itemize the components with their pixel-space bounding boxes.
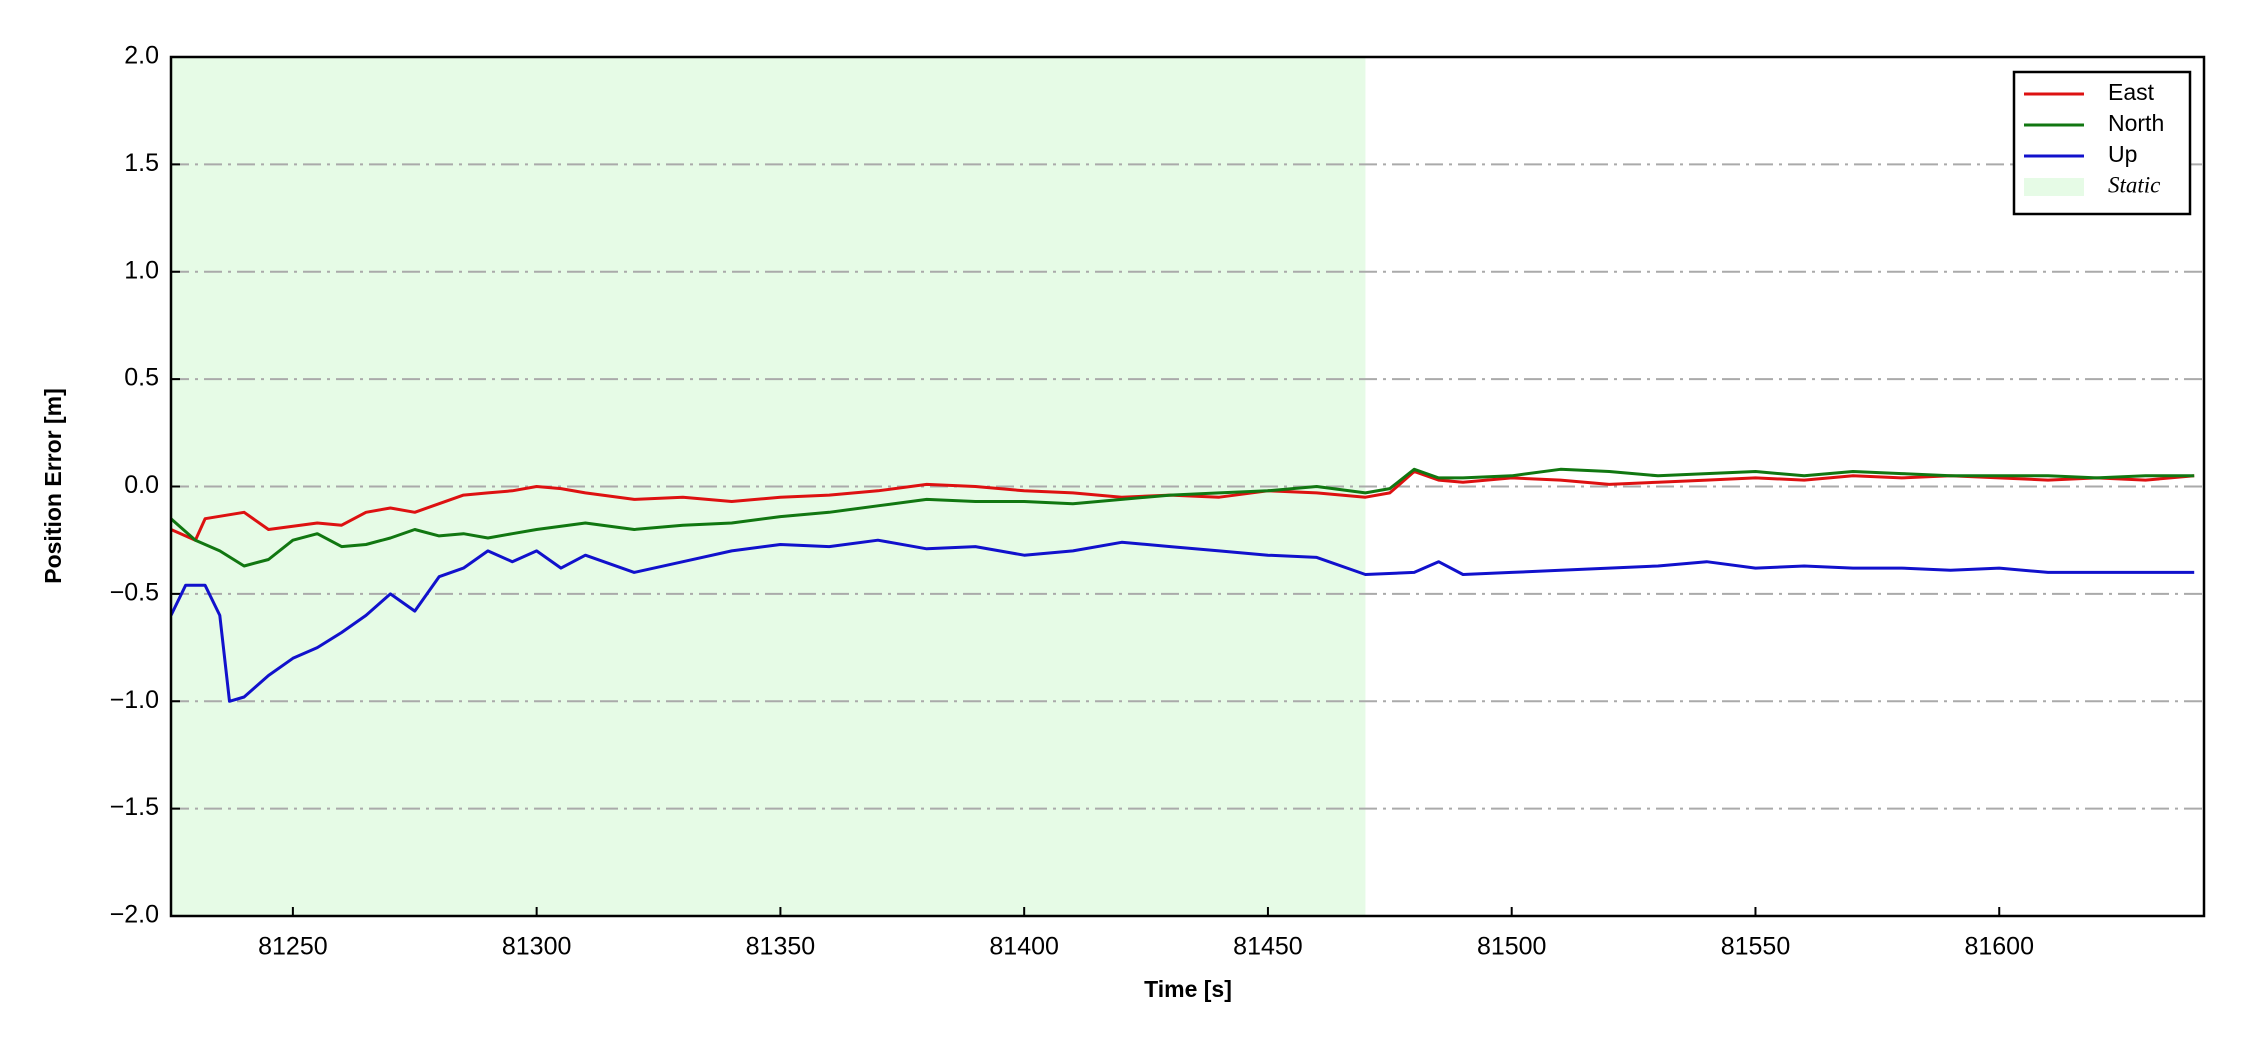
legend-label: Static bbox=[2108, 172, 2160, 197]
y-tick-label: −1.5 bbox=[110, 793, 159, 821]
y-tick-label: −2.0 bbox=[110, 901, 159, 929]
y-tick-label: 1.5 bbox=[124, 149, 159, 177]
y-tick-label: 1.0 bbox=[124, 256, 159, 284]
x-tick-label: 81550 bbox=[1721, 933, 1791, 961]
series-line bbox=[171, 470, 2195, 542]
x-tick-label: 81600 bbox=[1964, 933, 2034, 961]
y-tick-label: −0.5 bbox=[110, 578, 159, 606]
series-line bbox=[171, 467, 2195, 568]
x-tick-label: 81350 bbox=[746, 933, 816, 961]
legend-label: East bbox=[2108, 79, 2155, 105]
y-tick-label: 0.0 bbox=[124, 471, 159, 499]
series-line bbox=[171, 538, 2195, 703]
legend: East North Up Static bbox=[2012, 70, 2192, 216]
x-axis-label: Time [s] bbox=[1144, 976, 1232, 1002]
plot-area bbox=[169, 55, 2206, 918]
y-tick-label: 0.5 bbox=[124, 364, 159, 392]
y-tick-label: 2.0 bbox=[124, 42, 159, 70]
plot-frame bbox=[169, 55, 2206, 918]
x-tick-label: 81300 bbox=[502, 933, 572, 961]
legend-label: Up bbox=[2108, 141, 2137, 167]
x-tick-label: 81500 bbox=[1477, 933, 1547, 961]
y-axis-label: Position Error [m] bbox=[40, 388, 66, 584]
legend-label: North bbox=[2108, 110, 2164, 136]
legend-swatch bbox=[2024, 178, 2084, 196]
y-tick-label: −1.0 bbox=[110, 686, 159, 714]
x-tick-label: 81400 bbox=[989, 933, 1059, 961]
x-tick-label: 81450 bbox=[1233, 933, 1303, 961]
x-tick-label: 81250 bbox=[258, 933, 328, 961]
